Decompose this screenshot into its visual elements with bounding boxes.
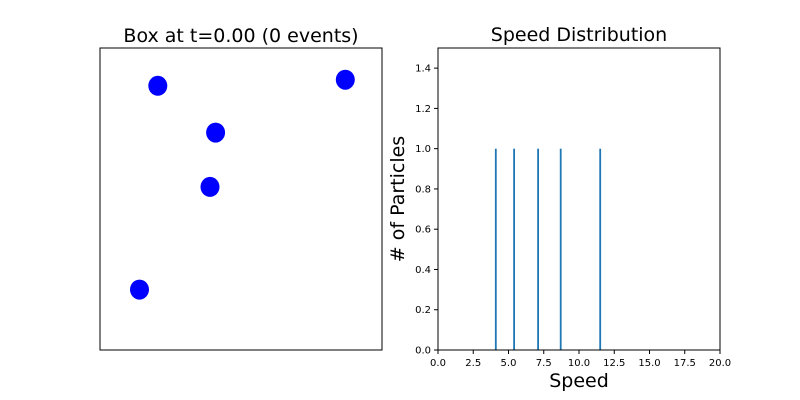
particle-point-4 (130, 279, 149, 300)
histogram-bar-0 (494, 148, 497, 350)
histogram-bar-4 (599, 148, 602, 350)
particle-point-0 (148, 75, 168, 96)
histogram-bar-2 (537, 148, 539, 350)
histogram-bars (494, 148, 602, 350)
histogram-y-ticks: 0.0 0.2 0.4 0.6 0.8 1.0 1.2 1.4 (415, 64, 438, 357)
x-tick-label-6: 15.0 (638, 358, 660, 369)
x-tick-label-4: 10.0 (568, 358, 590, 369)
y-tick-label-2: 0.4 (415, 265, 431, 276)
y-tick-label-1: 0.2 (415, 305, 431, 316)
x-tick-label-7: 17.5 (674, 358, 696, 369)
histogram-x-ticks: 0.0 2.5 5.0 7.5 10.0 12.5 15.0 17.5 20.0 (430, 350, 731, 369)
y-tick-label-4: 0.8 (415, 184, 431, 195)
y-tick-label-7: 1.4 (415, 64, 431, 75)
y-tick-label-6: 1.2 (415, 104, 431, 115)
particle-point-1 (206, 122, 226, 143)
y-axis-label: # of Particles (387, 136, 409, 262)
x-tick-label-5: 12.5 (603, 358, 625, 369)
histogram-bar-1 (513, 148, 515, 350)
x-tick-label-8: 20.0 (709, 358, 731, 369)
speed-histogram-panel: Speed Distribution 0.0 2.5 5.0 7.5 10.0 12.5 1… (387, 24, 731, 392)
particle-box-panel: Box at t=0.00 (0 events) (99, 25, 383, 351)
y-tick-label-3: 0.6 (415, 225, 431, 236)
x-axis-label: Speed (549, 370, 609, 392)
box-title: Box at t=0.00 (0 events) (123, 25, 358, 47)
x-tick-label-1: 2.5 (465, 358, 481, 369)
histogram-frame (437, 47, 721, 351)
particle-point-2 (200, 176, 220, 197)
x-tick-label-0: 0.0 (430, 358, 446, 369)
y-tick-label-0: 0.0 (415, 346, 431, 357)
x-tick-label-2: 5.0 (501, 358, 517, 369)
histogram-title: Speed Distribution (491, 24, 667, 46)
particle-point-3 (335, 69, 355, 90)
histogram-bar-3 (559, 148, 562, 350)
particle-points (130, 69, 355, 300)
y-tick-label-5: 1.0 (415, 144, 431, 155)
x-tick-label-3: 7.5 (536, 358, 552, 369)
box-frame (99, 47, 383, 351)
